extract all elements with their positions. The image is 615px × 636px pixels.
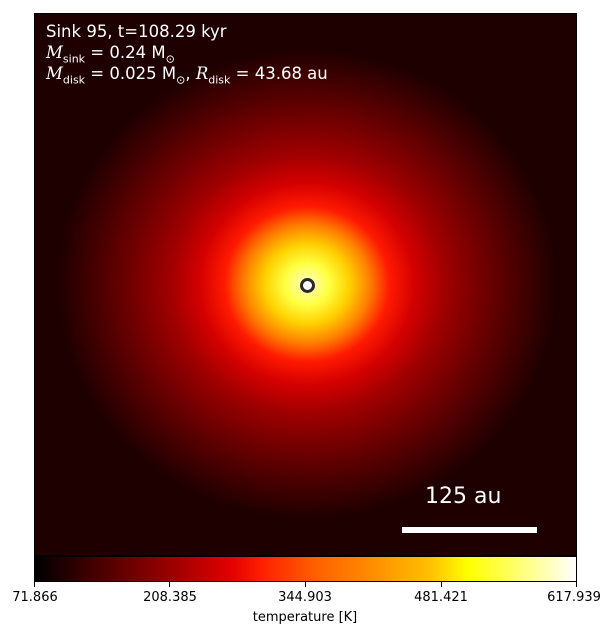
- mdisk-solar-subscript: ⊙: [176, 73, 186, 87]
- rdisk-subscript: disk: [208, 73, 231, 87]
- mdisk-symbol: M: [46, 64, 63, 83]
- colorbar-tick-label: 208.385: [143, 590, 197, 605]
- msink-value: = 0.24 M: [85, 43, 166, 62]
- colorbar-tick-mark: [441, 582, 442, 587]
- temperature-map: Sink 95, t=108.29 kyr Msink = 0.24 M⊙ Md…: [34, 13, 577, 556]
- disk-properties-label: Mdisk = 0.025 M⊙, Rdisk = 43.68 au: [46, 64, 328, 90]
- colorbar-tick-mark: [34, 582, 35, 587]
- msink-symbol: M: [46, 43, 63, 62]
- mdisk-subscript: disk: [62, 73, 86, 87]
- colorbar-tick-label: 71.866: [12, 590, 58, 605]
- colorbar-label: temperature [K]: [252, 610, 358, 625]
- sink-mass-label: Msink = 0.24 M⊙: [46, 43, 175, 69]
- msink-solar-subscript: ⊙: [165, 52, 175, 66]
- colorbar-tick-label: 617.939: [547, 590, 601, 605]
- scale-bar-label: 125 au: [425, 484, 502, 509]
- colorbar-tick-mark: [305, 582, 306, 587]
- rdisk-symbol: R: [195, 64, 209, 83]
- colorbar-tick-label: 344.903: [278, 590, 332, 605]
- rdisk-value: = 43.68 au: [230, 64, 328, 83]
- sink-title: Sink 95, t=108.29 kyr: [46, 22, 227, 41]
- colorbar-tick-mark: [169, 582, 170, 587]
- mdisk-value: = 0.025 M: [85, 64, 177, 83]
- colorbar-tick-label: 481.421: [414, 590, 468, 605]
- rdisk-separator: ,: [185, 64, 196, 83]
- sink-marker: [300, 278, 315, 293]
- colorbar-tick-mark: [576, 582, 577, 587]
- scale-bar: [402, 527, 537, 533]
- msink-subscript: sink: [62, 52, 86, 66]
- colorbar: [34, 556, 577, 582]
